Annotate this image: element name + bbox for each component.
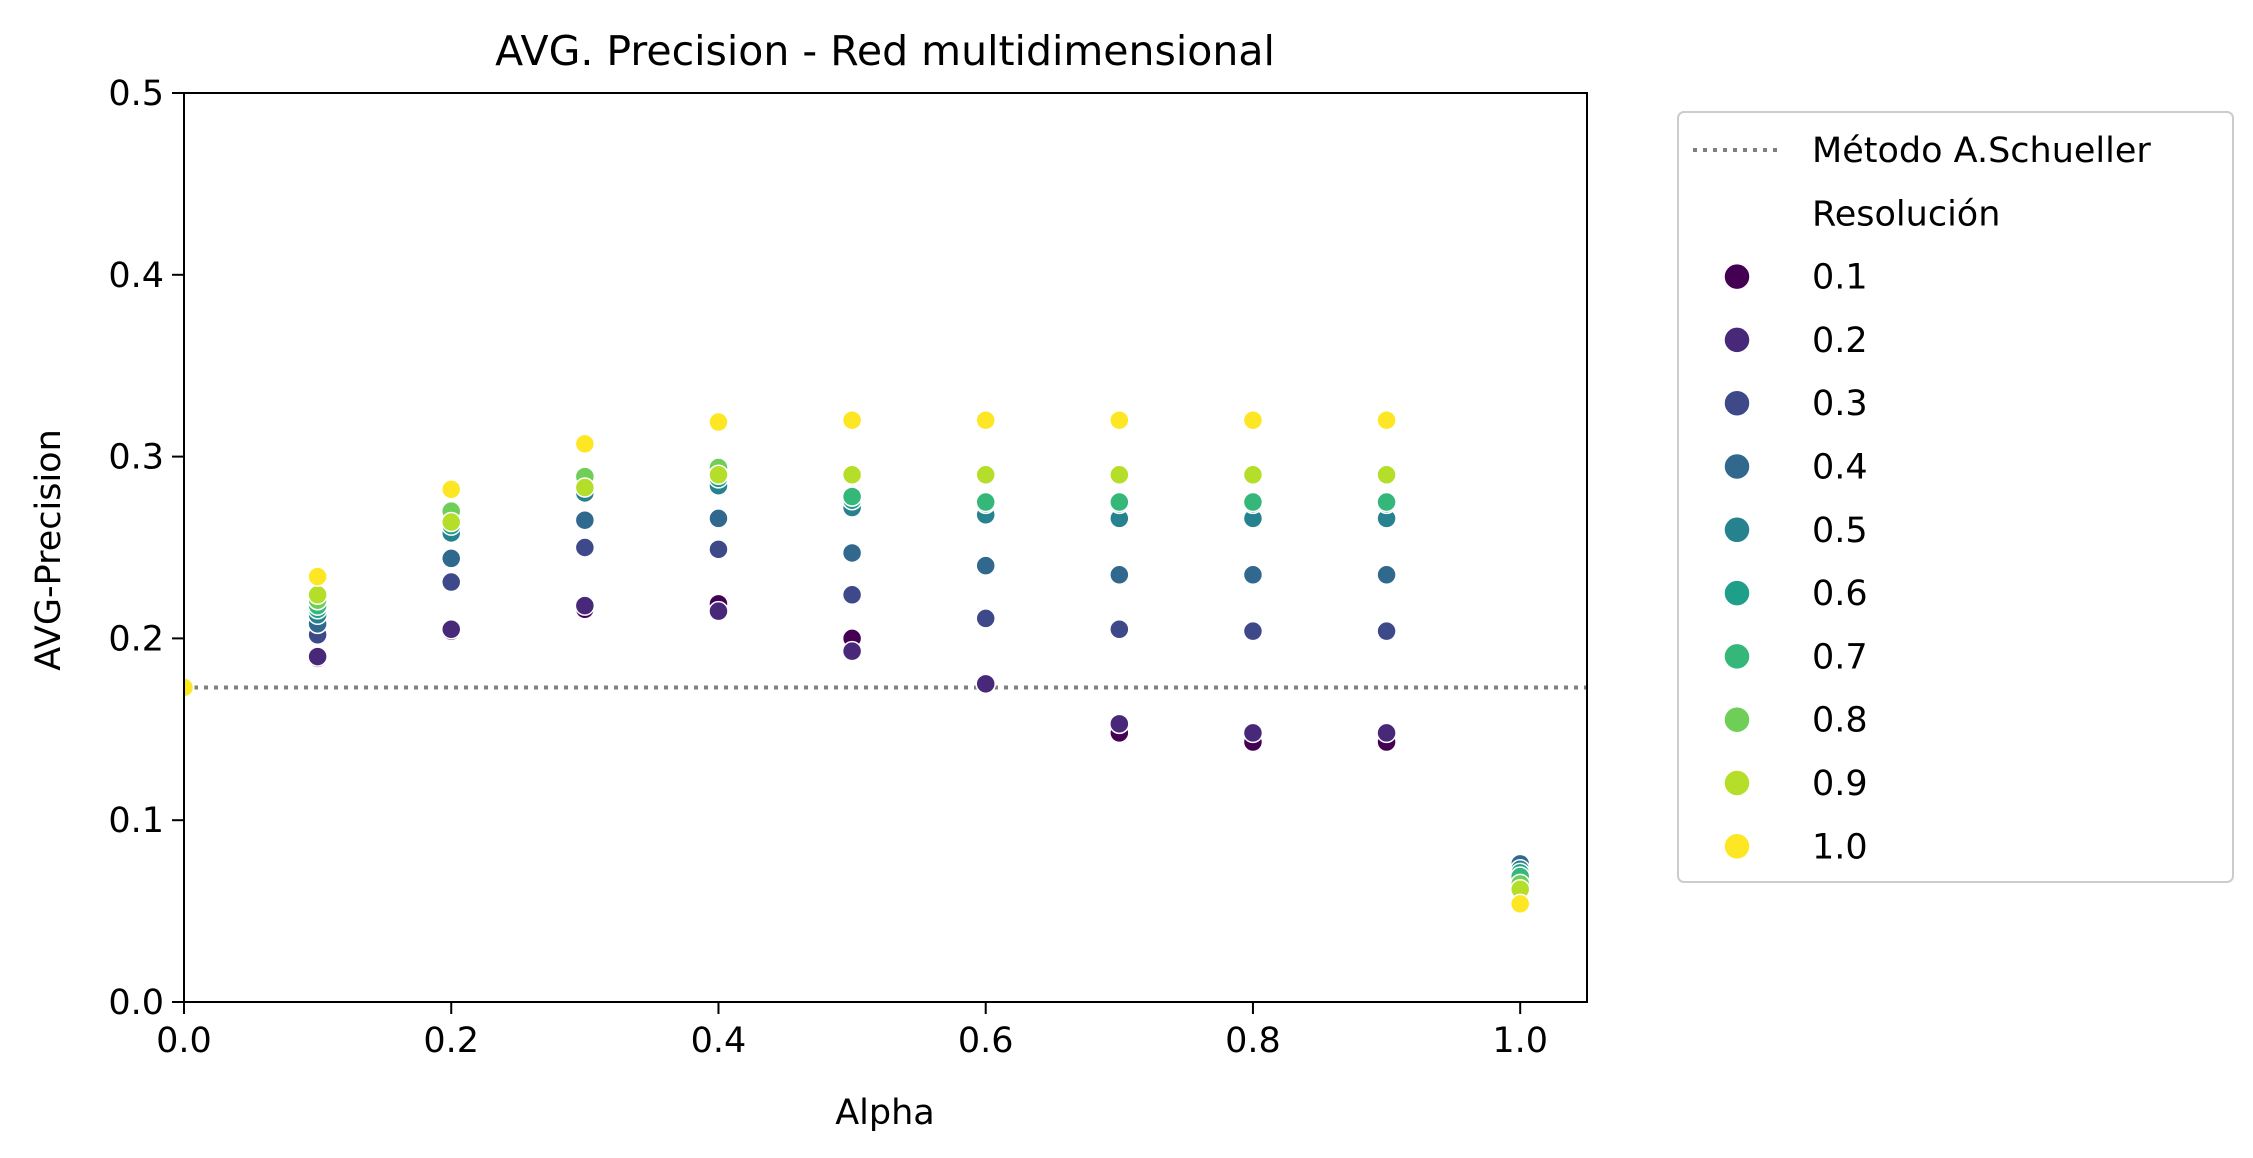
data-point bbox=[841, 640, 863, 662]
data-point bbox=[574, 433, 596, 455]
data-point bbox=[574, 595, 596, 616]
data-point bbox=[1109, 713, 1130, 735]
data-point bbox=[841, 409, 863, 431]
legend-marker bbox=[1723, 326, 1751, 354]
y-tick-label: 0.4 bbox=[108, 256, 164, 296]
x-tick-label: 0.0 bbox=[156, 1021, 212, 1061]
data-point bbox=[975, 464, 996, 486]
data-point bbox=[975, 673, 996, 695]
legend-marker bbox=[1723, 516, 1751, 544]
legend-label: 0.3 bbox=[1812, 384, 1868, 424]
data-point bbox=[841, 486, 863, 507]
data-point bbox=[1376, 564, 1397, 586]
legend-reference-label: Método A.Schueller bbox=[1812, 131, 2151, 171]
legend-label: 0.4 bbox=[1812, 448, 1868, 488]
data-point bbox=[1376, 491, 1397, 513]
x-tick-label: 0.8 bbox=[1225, 1021, 1281, 1061]
x-tick-label: 0.4 bbox=[691, 1021, 747, 1061]
data-point bbox=[975, 608, 996, 629]
legend-marker bbox=[1723, 769, 1751, 797]
x-axis-title: Alpha bbox=[835, 1093, 935, 1133]
x-tick-label: 0.2 bbox=[423, 1021, 479, 1061]
x-tick-label: 0.6 bbox=[958, 1021, 1014, 1061]
data-point bbox=[1242, 564, 1264, 586]
data-point bbox=[1109, 464, 1130, 486]
data-point bbox=[1376, 464, 1397, 486]
data-point bbox=[708, 464, 729, 486]
y-tick-label: 0.3 bbox=[108, 438, 164, 478]
y-axis-title: AVG-Precision bbox=[29, 429, 69, 671]
legend-label: 0.7 bbox=[1812, 637, 1868, 677]
data-point bbox=[1109, 564, 1130, 586]
data-point bbox=[708, 508, 729, 529]
data-point bbox=[440, 511, 462, 533]
legend-label: 0.8 bbox=[1812, 701, 1868, 741]
plot-area: 0.0 0.2 0.4 0.6 0.8 1.0 0.0 0.1 0.2 0.3 0.4 0.5 bbox=[108, 74, 1588, 1061]
data-point bbox=[440, 479, 462, 500]
data-point bbox=[708, 539, 729, 560]
axes-frame bbox=[183, 92, 1588, 1003]
legend-label: 0.6 bbox=[1812, 574, 1868, 614]
chart-title: AVG. Precision - Red multidimensional bbox=[495, 27, 1275, 75]
legend-marker bbox=[1723, 832, 1751, 861]
legend-marker bbox=[1723, 452, 1751, 481]
legend-marker bbox=[1723, 579, 1751, 607]
data-point bbox=[841, 464, 863, 486]
data-point bbox=[841, 542, 863, 564]
legend: Método A.Schueller Resolución 0.1 0.2 0.3 0.4… bbox=[1677, 111, 2234, 883]
data-point bbox=[440, 571, 462, 593]
legend-marker bbox=[1723, 262, 1751, 291]
legend-marker bbox=[1723, 705, 1751, 734]
x-tick-label: 1.0 bbox=[1492, 1021, 1548, 1061]
data-point bbox=[841, 584, 863, 606]
legend-box bbox=[1677, 111, 2234, 883]
data-point bbox=[1242, 464, 1264, 486]
data-point bbox=[574, 477, 596, 498]
data-point bbox=[1109, 409, 1130, 431]
data-point bbox=[1376, 722, 1397, 744]
legend-label: 0.1 bbox=[1812, 258, 1868, 298]
data-point bbox=[184, 677, 195, 698]
data-point bbox=[975, 491, 996, 513]
data-point bbox=[574, 537, 596, 558]
data-point bbox=[708, 600, 729, 622]
legend-marker bbox=[1723, 642, 1751, 671]
y-tick-label: 0.2 bbox=[108, 619, 164, 659]
data-point bbox=[708, 411, 729, 433]
data-point bbox=[1109, 491, 1130, 513]
data-point bbox=[1109, 619, 1130, 640]
y-tick-label: 0.1 bbox=[108, 801, 164, 841]
legend-title: Resolución bbox=[1812, 194, 2000, 234]
data-point bbox=[307, 584, 328, 606]
legend-marker bbox=[1723, 389, 1751, 417]
data-point bbox=[1509, 893, 1531, 915]
data-point bbox=[1376, 620, 1397, 642]
data-point bbox=[307, 566, 328, 587]
data-point bbox=[1242, 620, 1264, 642]
points-group bbox=[184, 409, 1531, 915]
data-point bbox=[975, 555, 996, 576]
data-point bbox=[1242, 491, 1264, 513]
data-point bbox=[307, 646, 328, 667]
legend-label: 0.5 bbox=[1812, 511, 1868, 551]
y-tick-label: 0.5 bbox=[108, 74, 164, 114]
data-point bbox=[975, 409, 996, 431]
legend-label: 0.2 bbox=[1812, 321, 1868, 361]
data-point bbox=[440, 619, 462, 640]
legend-label: 0.9 bbox=[1812, 764, 1868, 804]
legend-label: 1.0 bbox=[1812, 827, 1868, 867]
data-point bbox=[574, 509, 596, 531]
data-point bbox=[440, 548, 462, 569]
data-point bbox=[1242, 409, 1264, 431]
data-point bbox=[1376, 409, 1397, 431]
data-point bbox=[1242, 722, 1264, 744]
y-tick-label: 0.0 bbox=[108, 983, 164, 1023]
